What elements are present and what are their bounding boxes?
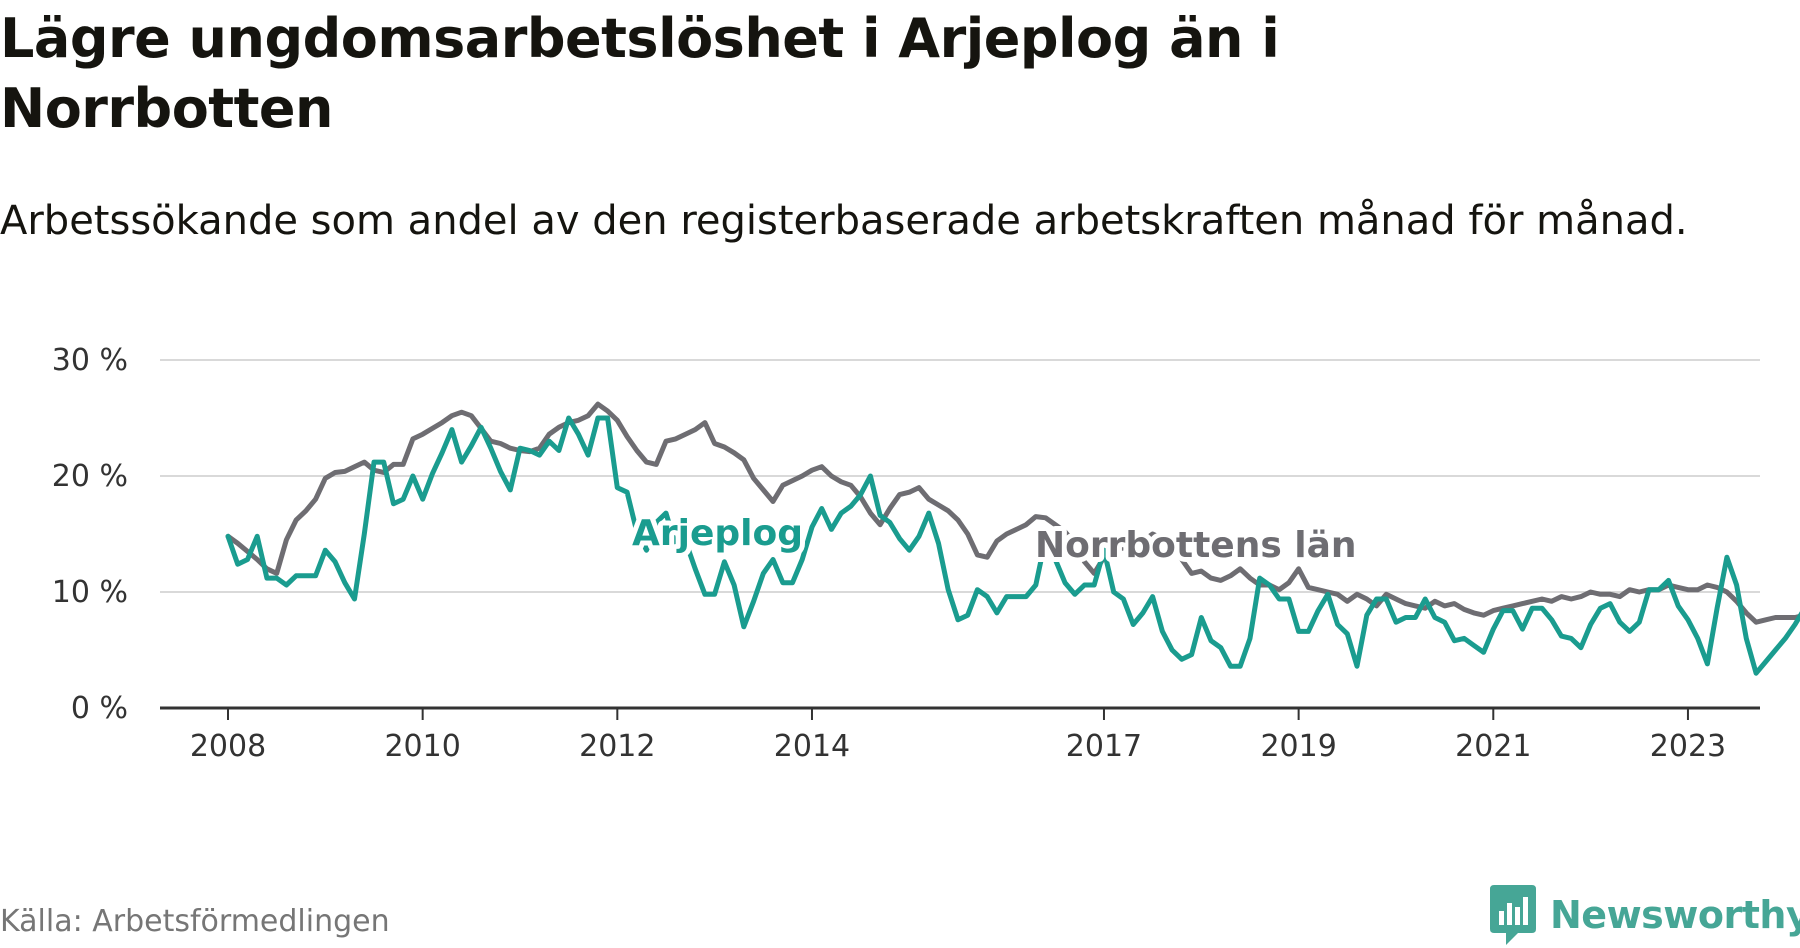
y-tick-label: 20 % <box>52 459 128 494</box>
y-tick-label: 0 % <box>71 691 128 726</box>
grid-layer: 0 % 10 % 20 % 30 % 2008 2010 2012 2014 2017 2019 2… <box>52 343 1760 764</box>
series-label-arjeplog: Arjeplog <box>632 513 803 554</box>
newsworthy-logo[interactable]: Newsworthy <box>1490 885 1800 945</box>
x-tick-label: 2023 <box>1650 729 1726 764</box>
line-chart: 0 % 10 % 20 % 30 % 2008 2010 2012 2014 2017 2019 2… <box>52 343 1800 764</box>
x-tick-label: 2021 <box>1455 729 1531 764</box>
chart-title: Lägre ungdomsarbetslöshet i Arjeplog än … <box>0 7 1280 140</box>
y-tick-label: 10 % <box>52 575 128 610</box>
y-tick-label: 30 % <box>52 343 128 378</box>
newsworthy-logo-icon <box>1490 885 1536 945</box>
series-line-norrbottens-l-n <box>225 401 1800 625</box>
x-tick-label: 2019 <box>1260 729 1336 764</box>
source-note: Källa: Arbetsförmedlingen <box>0 904 390 939</box>
x-tick-label: 2014 <box>774 729 850 764</box>
series-line-arjeplog <box>225 415 1800 676</box>
series-layer <box>225 401 1800 676</box>
x-tick-label: 2010 <box>384 729 460 764</box>
x-tick-label: 2008 <box>190 729 266 764</box>
chart-subtitle: Arbetssökande som andel av den registerb… <box>0 198 1688 244</box>
label-layer: Norrbottens länArjeplog5,9 %4 % <box>627 508 1362 571</box>
newsworthy-logo-text: Newsworthy <box>1550 893 1800 937</box>
series-label-norrbottens-l-n: Norrbottens län <box>1035 525 1357 566</box>
x-tick-label: 2017 <box>1066 729 1142 764</box>
x-tick-label: 2012 <box>579 729 655 764</box>
